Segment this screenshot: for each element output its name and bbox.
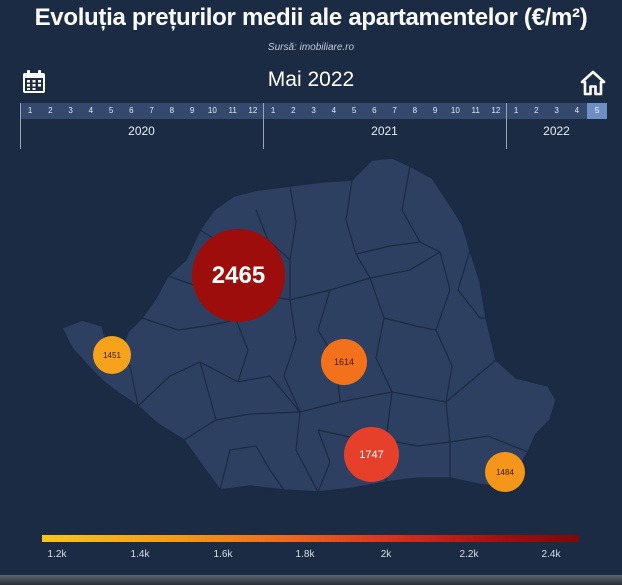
month-2021-9[interactable]: 9 — [432, 106, 438, 115]
month-2021-12[interactable]: 12 — [491, 106, 501, 115]
month-2021-6[interactable]: 6 — [372, 106, 377, 115]
month-2020-6[interactable]: 6 — [129, 106, 134, 115]
month-2021-7[interactable]: 7 — [392, 106, 397, 115]
year-divider — [263, 103, 264, 149]
month-bar — [20, 103, 607, 119]
legend-label: 1.4k — [130, 549, 150, 560]
year-label-2020[interactable]: 2020 — [128, 124, 155, 138]
legend-label: 2.2k — [459, 549, 479, 560]
month-2022-1[interactable]: 1 — [513, 106, 519, 115]
source-caption: Sursă: imobiliare.ro — [267, 42, 355, 53]
month-2022-5[interactable]: 5 — [587, 103, 608, 119]
month-2021-4[interactable]: 4 — [331, 106, 337, 115]
current-date-label: Mai 2022 — [267, 68, 355, 91]
bubble-1451[interactable]: 1451 — [93, 336, 131, 374]
bottom-strip — [0, 575, 622, 585]
month-2021-5[interactable]: 5 — [351, 106, 357, 115]
legend-label: 1.6k — [213, 549, 233, 560]
month-2022-2[interactable]: 2 — [534, 106, 539, 115]
legend-color-scale — [42, 535, 579, 542]
month-2021-10[interactable]: 10 — [450, 106, 460, 115]
bubble-2465[interactable]: 2465 — [192, 229, 285, 322]
legend-label: 1.2k — [47, 549, 67, 560]
month-2021-2[interactable]: 2 — [291, 106, 296, 115]
month-2021-11[interactable]: 11 — [471, 106, 480, 115]
month-2020-11[interactable]: 11 — [228, 106, 237, 115]
month-2020-7[interactable]: 7 — [149, 106, 154, 115]
year-divider — [506, 103, 507, 149]
year-label-2021[interactable]: 2021 — [371, 124, 398, 138]
year-divider — [20, 103, 21, 149]
romania-map — [60, 157, 557, 493]
month-2020-2[interactable]: 2 — [48, 106, 53, 115]
month-2021-3[interactable]: 3 — [311, 106, 316, 115]
timeline: 1 2 3 4 5 6 7 8 9 10 11 12 1 2 3 4 5 6 7 8 9 10 11 12 1 2 3 4 5 2020… — [20, 103, 608, 149]
calendar-icon[interactable] — [22, 70, 46, 94]
month-2020-1[interactable]: 1 — [27, 106, 33, 115]
month-2021-8[interactable]: 8 — [412, 106, 418, 115]
bubble-1484[interactable]: 1484 — [485, 452, 525, 492]
bubble-1614[interactable]: 1614 — [321, 339, 367, 385]
legend-label: 1.8k — [295, 549, 315, 560]
month-2020-12[interactable]: 12 — [248, 106, 258, 115]
year-label-2022[interactable]: 2022 — [543, 124, 570, 138]
month-2022-3[interactable]: 3 — [554, 106, 559, 115]
month-2022-4[interactable]: 4 — [574, 106, 580, 115]
month-2020-5[interactable]: 5 — [108, 106, 114, 115]
month-2020-9[interactable]: 9 — [189, 106, 195, 115]
home-icon[interactable] — [580, 70, 606, 96]
month-2020-10[interactable]: 10 — [207, 106, 217, 115]
page-title: Evoluția prețurilor medii ale apartament… — [34, 4, 588, 31]
month-2020-4[interactable]: 4 — [88, 106, 94, 115]
romania-outline — [60, 157, 557, 493]
month-2020-8[interactable]: 8 — [169, 106, 175, 115]
legend-label: 2k — [380, 549, 392, 560]
bubble-1747[interactable]: 1747 — [344, 427, 399, 482]
month-2020-3[interactable]: 3 — [68, 106, 73, 115]
month-2021-1[interactable]: 1 — [270, 106, 276, 115]
legend-label: 2.4k — [541, 549, 561, 560]
